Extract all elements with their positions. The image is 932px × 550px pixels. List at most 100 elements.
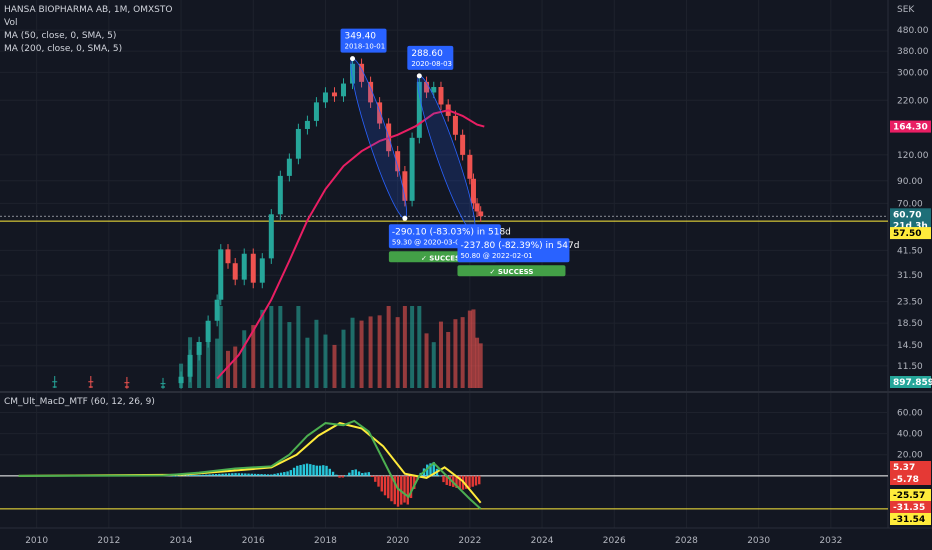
y-tick-label: 18.50 xyxy=(897,319,923,329)
volume-bar xyxy=(359,320,364,388)
x-tick-label-2026: 2026 xyxy=(603,536,626,546)
macd-histogram-bar xyxy=(465,475,468,489)
macd-histogram-bar xyxy=(445,475,448,485)
macd-histogram-bar xyxy=(188,474,192,476)
macd-histogram-bar xyxy=(383,475,387,496)
candle-body xyxy=(218,249,224,300)
macd-histogram-bar xyxy=(374,475,377,482)
ma200-tag-bg xyxy=(890,120,931,133)
low-level-tag: 57.50 xyxy=(893,229,921,239)
y-tick-label: 90.00 xyxy=(897,177,923,187)
y-tick-label: 31.50 xyxy=(897,271,923,281)
volume-bar xyxy=(410,306,415,388)
volume-bar xyxy=(251,325,256,388)
macd-histogram-bar xyxy=(224,473,228,476)
candle-body xyxy=(214,299,220,321)
macd-histogram-bar xyxy=(289,470,293,476)
candle-body xyxy=(322,92,328,103)
macd-tick-label: 60.00 xyxy=(897,409,923,419)
y-tick-label: 480.00 xyxy=(897,26,929,36)
macd-histogram-bar xyxy=(390,475,393,502)
y-tick-label: 220.00 xyxy=(897,96,929,106)
macd-histogram-bar xyxy=(263,474,267,476)
candle-body xyxy=(313,102,319,121)
macd-histogram-bar xyxy=(205,474,208,476)
volume-tag-bg xyxy=(890,376,931,388)
volume-bar xyxy=(323,334,328,388)
macd-histogram-bar xyxy=(260,474,263,476)
macd-histogram-bar xyxy=(279,472,283,476)
macd-histogram-bar xyxy=(292,467,296,476)
candle-body xyxy=(304,120,310,129)
macd-histogram-bar xyxy=(354,469,357,476)
success-label: ✓ SUCCESS xyxy=(421,254,465,262)
candle-body xyxy=(52,381,58,383)
macd-histogram-bar xyxy=(468,475,471,488)
x-tick-label-2016: 2016 xyxy=(242,536,265,546)
volume-bar xyxy=(242,330,247,388)
candle-body xyxy=(409,137,415,201)
volume-bar xyxy=(332,344,337,388)
macd-tag-bg xyxy=(890,513,931,525)
volume-bar xyxy=(206,338,211,388)
macd-histogram-bar xyxy=(195,474,198,476)
drop-start-dot xyxy=(416,73,422,79)
candle-body xyxy=(331,92,337,97)
macd-histogram-bar xyxy=(331,471,335,476)
macd-histogram-bar xyxy=(244,473,247,476)
macd-histogram-bar xyxy=(309,464,312,476)
macd-histogram-bar xyxy=(201,474,205,476)
volume-bar xyxy=(305,337,310,388)
y-tick-label: 23.50 xyxy=(897,298,923,308)
candle-body xyxy=(178,376,184,384)
candle-body xyxy=(431,87,437,93)
candle-body xyxy=(452,115,458,135)
ma200-line xyxy=(216,109,485,380)
macd-histogram-bar xyxy=(266,474,270,476)
macd-histogram-bar xyxy=(240,473,244,476)
volume-bar xyxy=(377,315,382,388)
macd-tag-bg xyxy=(890,501,931,513)
low-level-tag-bg xyxy=(890,227,931,240)
macd-histogram-bar xyxy=(172,475,176,477)
macd-tag: -31.35 xyxy=(893,503,925,513)
drop-label-change: -290.10 (-83.03%) in 518d xyxy=(392,227,511,237)
volume-bar xyxy=(424,333,429,388)
macd-histogram-bar xyxy=(192,474,195,476)
high-label-date: 2018-10-01 xyxy=(345,43,386,51)
volume-bar xyxy=(314,319,319,388)
macd-histogram-bar xyxy=(361,472,364,476)
macd-histogram-bar xyxy=(357,471,361,476)
volume-bar xyxy=(197,352,202,388)
macd-histogram-bar xyxy=(312,464,315,476)
macd-histogram-bar xyxy=(221,473,224,476)
macd-histogram-bar xyxy=(335,474,338,476)
candle-body xyxy=(286,158,292,176)
volume-bar xyxy=(471,309,476,388)
macd-tag-bg xyxy=(890,489,931,501)
macd-histogram-bar xyxy=(315,465,318,476)
macd-histogram-bar xyxy=(234,473,237,476)
drop-channel-0 xyxy=(350,58,407,219)
drop-start-dot xyxy=(350,56,356,62)
candle-body xyxy=(350,63,356,84)
candle-body xyxy=(424,81,430,93)
macd-histogram-bar xyxy=(387,475,390,499)
candle-body xyxy=(341,83,347,97)
macd-histogram-bar xyxy=(270,474,273,476)
macd-histogram-bar xyxy=(214,474,218,476)
macd-histogram-bar xyxy=(370,475,374,477)
macd-histogram-bar xyxy=(344,475,348,477)
candle-body xyxy=(295,128,301,159)
drop-end-dot xyxy=(402,215,408,221)
candle-body xyxy=(225,249,231,264)
macd-histogram-bar xyxy=(432,462,435,476)
macd-histogram-bar xyxy=(403,475,406,503)
macd-histogram-bar xyxy=(198,474,202,476)
volume-bar xyxy=(402,306,407,388)
x-tick-label-2012: 2012 xyxy=(97,536,120,546)
last-price-tag-bg xyxy=(890,208,931,221)
candle-body xyxy=(359,63,365,82)
drop-label-box-3 xyxy=(457,238,570,263)
